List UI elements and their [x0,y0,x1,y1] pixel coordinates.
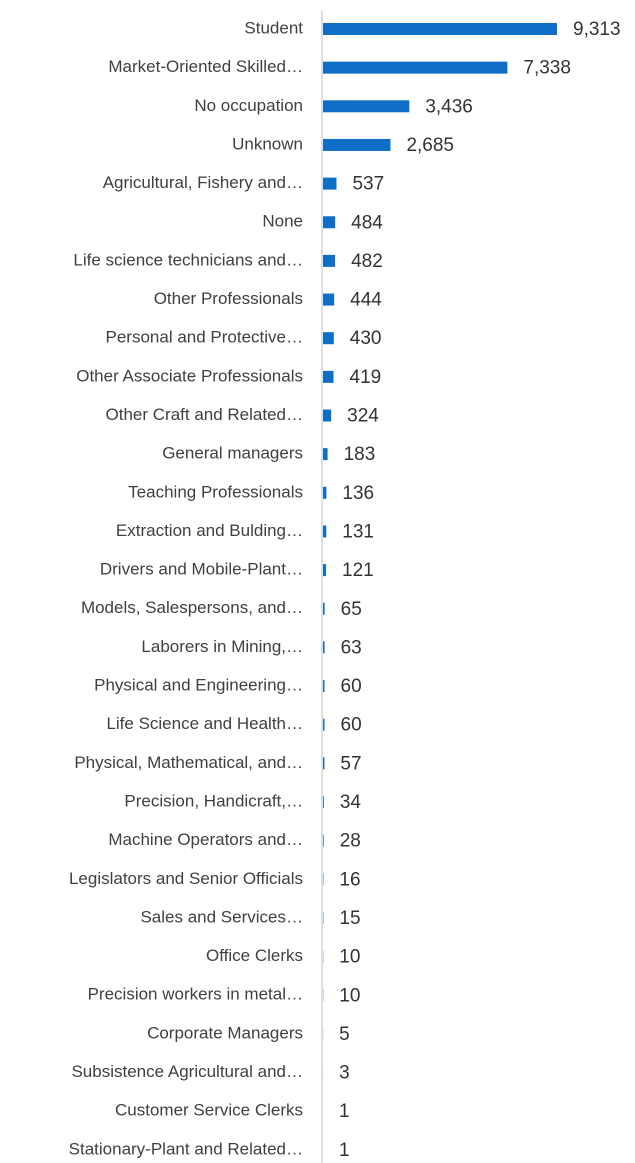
value-label: 444 [350,290,382,311]
category-label: Personal and Protective… [106,328,304,347]
category-label: Market-Oriented Skilled… [108,57,303,76]
category-label: Corporate Managers [147,1023,303,1042]
category-label: Stationary-Plant and Related… [69,1139,303,1158]
value-label: 136 [342,483,374,504]
category-label: Customer Service Clerks [115,1101,303,1120]
value-label: 10 [339,985,360,1006]
bar [323,370,334,383]
category-label: Student [244,18,303,37]
value-label: 60 [341,676,362,697]
category-label: Precision workers in metal… [88,985,303,1004]
value-label: 1 [339,1140,350,1161]
bar [323,486,327,499]
value-label: 419 [350,367,382,388]
value-label: 63 [341,637,362,658]
value-label: 15 [339,908,360,929]
value-label: 60 [341,715,362,736]
value-label: 1 [339,1101,350,1122]
bar [323,23,557,35]
value-label: 3,436 [425,96,473,117]
bar [323,834,324,847]
bar [323,177,337,190]
category-label: Physical, Mathematical, and… [74,753,303,772]
value-label: 57 [340,753,361,774]
category-label: Office Clerks [206,946,303,965]
bar [323,718,325,731]
value-label: 324 [347,406,379,427]
value-label: 9,313 [573,19,621,40]
value-label: 5 [339,1024,350,1045]
value-label: 65 [341,599,362,620]
bar [323,641,325,654]
bar [323,100,410,113]
value-label: 131 [342,521,374,542]
value-label: 482 [351,251,383,272]
category-label: Unknown [232,134,303,153]
value-label: 430 [350,328,382,349]
bar [323,61,508,74]
bar [323,293,335,306]
value-label: 7,338 [523,58,571,79]
bar [323,332,334,345]
value-label: 537 [352,174,384,195]
bar [323,680,325,693]
bar [323,525,327,538]
bar [323,564,327,577]
category-label: Agricultural, Fishery and… [103,173,303,192]
category-label: Precision, Handicraft,… [124,791,303,810]
value-label: 10 [339,947,360,968]
value-label: 34 [340,792,362,813]
category-label: Other Craft and Related… [106,405,303,424]
value-label: 121 [342,560,374,581]
value-label: 28 [340,831,361,852]
bar [323,796,324,808]
category-label: Models, Salespersons, and… [81,598,303,617]
bar [323,138,391,151]
bar [323,216,336,229]
value-label: 2,685 [406,135,454,156]
category-label: No occupation [194,96,303,115]
value-label: 484 [351,212,383,233]
category-label: None [262,212,303,231]
value-label: 3 [339,1063,350,1084]
bar [323,757,325,770]
category-label: Legislators and Senior Officials [69,869,303,888]
bar [323,602,325,615]
bar [323,448,328,461]
bar [323,254,336,267]
category-label: Other Associate Professionals [76,366,303,385]
category-label: Sales and Services… [140,907,303,926]
category-label: Life science technicians and… [73,250,303,269]
category-label: Extraction and Bulding… [116,521,303,540]
category-label: Teaching Professionals [128,482,303,501]
category-label: Other Professionals [154,289,303,308]
value-label: 183 [344,444,376,465]
category-label: Subsistence Agricultural and… [71,1062,303,1081]
category-label: Machine Operators and… [108,830,303,849]
category-label: Physical and Engineering… [94,676,303,695]
category-label: Laborers in Mining,… [141,637,303,656]
category-label: Life Science and Health… [106,714,303,733]
bar [323,409,332,422]
category-label: General managers [162,444,303,463]
category-label: Drivers and Mobile-Plant… [100,560,303,579]
value-label: 16 [339,869,360,890]
